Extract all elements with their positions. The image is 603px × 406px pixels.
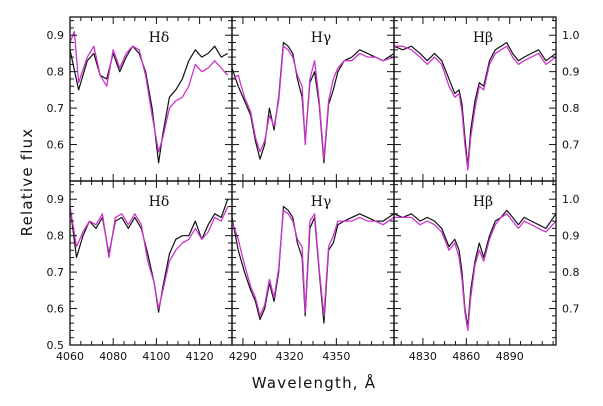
spectrum-line-black xyxy=(69,198,229,313)
panel-frame xyxy=(393,180,557,346)
spectrum-line-black xyxy=(393,209,557,328)
left-y-tick-labels: 0.6 0.7 0.8 0.9 0.5 0.6 0.7 0.8 0.9 xyxy=(47,29,65,352)
spectrum-line-black xyxy=(231,41,395,164)
right-y-tick-labels: 0.7 0.8 0.9 1.0 0.7 0.8 0.9 1.0 xyxy=(562,29,580,315)
left-y-tick-label: 0.9 xyxy=(47,193,65,206)
panel-label: Hβ xyxy=(473,30,493,46)
right-y-tick-label: 1.0 xyxy=(562,193,580,206)
x-tick-label: 4080 xyxy=(99,350,127,363)
spectrum-line-magenta xyxy=(69,206,229,310)
panel-label: Hγ xyxy=(311,30,332,46)
spectrum-line-magenta xyxy=(231,45,395,160)
panel-1-0: Hδ xyxy=(69,180,233,346)
panel-label: Hδ xyxy=(149,194,170,210)
panel-1-2: Hβ xyxy=(393,180,557,346)
right-y-tick-label: 0.7 xyxy=(562,303,580,316)
left-y-tick-label: 0.9 xyxy=(47,29,65,42)
left-y-tick-label: 0.5 xyxy=(47,339,65,352)
x-axis-title: Wavelength, Å xyxy=(252,373,376,392)
left-y-tick-label: 0.8 xyxy=(47,230,65,243)
x-tick-label: 4290 xyxy=(229,350,257,363)
left-y-tick-label: 0.6 xyxy=(47,303,65,316)
panels-group: Hδ Hγ Hβ Hδ Hγ Hβ xyxy=(69,16,557,346)
x-tick-label: 4100 xyxy=(142,350,170,363)
spectrum-line-magenta xyxy=(69,30,229,153)
panel-label: Hδ xyxy=(149,30,170,46)
right-y-tick-label: 0.8 xyxy=(562,266,580,279)
y-axis-title: Relative flux xyxy=(18,128,36,237)
x-tick-label: 4890 xyxy=(496,350,524,363)
x-tick-label: 4860 xyxy=(452,350,480,363)
x-tick-labels: 4060 4080 4100 4120 4290 4320 4350 4830 4860 4890 xyxy=(56,350,524,363)
panel-label: Hγ xyxy=(311,194,332,210)
spectrum-line-black xyxy=(69,45,228,164)
spectrum-line-black xyxy=(231,205,395,324)
right-y-tick-label: 0.7 xyxy=(562,139,580,152)
panel-0-1: Hγ xyxy=(231,16,395,182)
left-y-tick-label: 0.8 xyxy=(47,66,65,79)
x-tick-label: 4350 xyxy=(322,350,350,363)
left-y-tick-label: 0.7 xyxy=(47,266,65,279)
panel-0-2: Hβ xyxy=(393,16,557,182)
spectrum-line-magenta xyxy=(231,209,395,317)
x-tick-label: 4320 xyxy=(276,350,304,363)
right-y-tick-label: 0.9 xyxy=(562,230,580,243)
x-tick-label: 4120 xyxy=(186,350,214,363)
panel-label: Hβ xyxy=(473,194,493,210)
left-y-tick-label: 0.6 xyxy=(47,139,65,152)
right-y-tick-label: 0.9 xyxy=(562,66,580,79)
left-y-tick-label: 0.7 xyxy=(47,102,65,115)
spectrum-line-black xyxy=(393,41,557,167)
right-y-tick-label: 0.8 xyxy=(562,102,580,115)
x-tick-label: 4060 xyxy=(56,350,84,363)
panel-1-1: Hγ xyxy=(231,180,395,346)
x-tick-label: 4830 xyxy=(409,350,437,363)
spectrum-line-magenta xyxy=(394,213,557,332)
right-y-tick-label: 1.0 xyxy=(562,29,580,42)
panel-0-0: Hδ xyxy=(69,16,233,182)
spectrum-line-magenta xyxy=(394,45,557,171)
